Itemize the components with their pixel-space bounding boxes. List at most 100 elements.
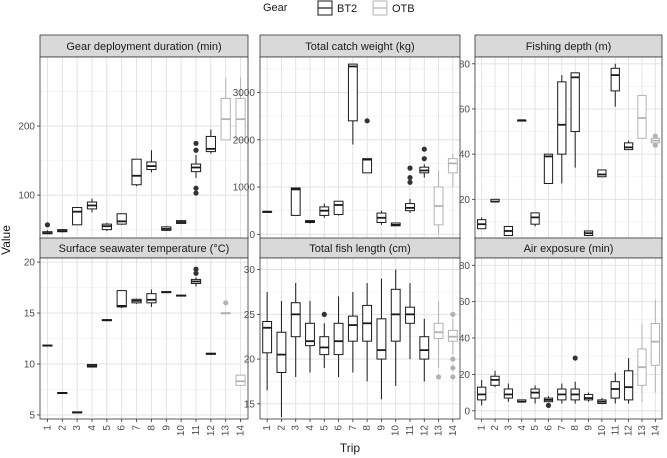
box-trip-1-bt2 bbox=[42, 222, 53, 235]
x-tick-label: 3 bbox=[291, 425, 302, 431]
panel-border bbox=[259, 257, 461, 420]
y-tick-label: 3000 bbox=[233, 88, 256, 99]
box-trip-7-bt2 bbox=[131, 158, 142, 187]
box-trip-14-otb bbox=[447, 311, 458, 380]
box-iqr bbox=[530, 212, 540, 225]
box-iqr bbox=[557, 81, 567, 155]
box-iqr bbox=[116, 290, 127, 308]
box-iqr bbox=[503, 388, 514, 399]
box-iqr bbox=[116, 213, 127, 225]
box-trip-9-bt2 bbox=[161, 291, 172, 294]
box-iqr bbox=[610, 381, 620, 399]
box-trip-2-bt2 bbox=[57, 392, 68, 395]
box-trip-9-bt2 bbox=[161, 226, 172, 232]
x-tick-label: 5 bbox=[530, 425, 541, 431]
x-tick-label: 9 bbox=[376, 425, 387, 431]
box-trip-4-bt2 bbox=[86, 198, 98, 213]
x-tick-label: 9 bbox=[161, 425, 172, 431]
legend-key-otb: OTB bbox=[372, 0, 415, 16]
box-iqr bbox=[610, 67, 620, 92]
box-trip-3-bt2 bbox=[290, 283, 301, 377]
box-iqr bbox=[235, 374, 246, 386]
x-tick-label: 10 bbox=[597, 425, 608, 437]
outlier-point bbox=[321, 311, 327, 317]
y-tick-label: 5 bbox=[29, 410, 35, 421]
box-trip-10-bt2 bbox=[597, 398, 607, 405]
outlier-point bbox=[572, 355, 578, 361]
box-iqr bbox=[637, 94, 647, 139]
outlier-point bbox=[44, 222, 51, 228]
box-trip-12-bt2 bbox=[205, 129, 216, 154]
box-iqr bbox=[290, 302, 301, 338]
x-tick-label: 10 bbox=[391, 425, 402, 437]
box-trip-12-bt2 bbox=[419, 318, 430, 382]
facet-title: Total catch weight (kg) bbox=[305, 41, 414, 53]
panel-background bbox=[260, 258, 460, 419]
panel-background bbox=[260, 57, 460, 240]
panel-total-catch-weight-kg: Total catch weight (kg)01000200030001234… bbox=[233, 34, 461, 257]
outlier-point bbox=[450, 311, 456, 317]
box-trip-4-bt2 bbox=[517, 119, 527, 122]
y-tick-label: 60 bbox=[459, 297, 471, 308]
box-iqr bbox=[362, 158, 373, 174]
x-tick-label: 1 bbox=[477, 425, 488, 431]
y-tick-label: 10 bbox=[24, 359, 36, 370]
box-trip-6-bt2 bbox=[543, 396, 554, 408]
box-iqr bbox=[419, 336, 430, 360]
box-iqr bbox=[131, 158, 142, 186]
x-tick-label: 8 bbox=[146, 425, 157, 431]
box-trip-8-bt2 bbox=[362, 283, 373, 382]
box-trip-3-bt2 bbox=[290, 187, 301, 216]
x-tick-label: 2 bbox=[57, 425, 68, 431]
box-trip-13-otb bbox=[220, 300, 231, 315]
box-trip-3-bt2 bbox=[72, 411, 83, 414]
x-tick-label: 3 bbox=[72, 425, 83, 431]
x-axis-title: Trip bbox=[340, 441, 361, 455]
box-trip-14-otb bbox=[650, 299, 660, 393]
box-trip-13-otb bbox=[637, 94, 647, 139]
box-iqr bbox=[376, 318, 387, 360]
x-tick-label: 5 bbox=[102, 425, 113, 431]
box-iqr bbox=[543, 153, 554, 185]
outlier-point bbox=[407, 174, 413, 181]
x-tick-label: 13 bbox=[434, 425, 445, 437]
facet-panels: Gear deployment duration (min)1002001234… bbox=[18, 34, 663, 437]
outlier-point bbox=[421, 146, 427, 152]
box-trip-10-bt2 bbox=[176, 294, 187, 297]
box-iqr bbox=[433, 322, 444, 339]
y-tick-label: 20 bbox=[459, 195, 471, 206]
x-tick-label: 13 bbox=[637, 425, 648, 437]
outlier-point bbox=[652, 142, 658, 148]
y-tick-label: 30 bbox=[244, 265, 256, 276]
box-iqr bbox=[623, 142, 634, 151]
box-iqr bbox=[319, 336, 330, 356]
box-trip-4-bt2 bbox=[517, 399, 527, 403]
y-tick-label: 25 bbox=[244, 310, 256, 321]
box-trip-9-bt2 bbox=[376, 210, 387, 225]
box-trip-12-bt2 bbox=[419, 146, 430, 178]
x-tick-label: 4 bbox=[87, 425, 98, 431]
panel-fishing-depth-m: Fishing depth (m)20406080123456789101112… bbox=[459, 34, 663, 257]
box-iqr bbox=[597, 169, 607, 178]
box-trip-6-bt2 bbox=[116, 213, 127, 225]
box-trip-12-bt2 bbox=[623, 140, 634, 151]
x-tick-label: 6 bbox=[334, 425, 345, 431]
x-tick-label: 12 bbox=[419, 425, 430, 437]
box-trip-11-bt2 bbox=[610, 372, 620, 404]
box-trip-13-otb bbox=[433, 300, 444, 380]
outlier-point bbox=[450, 356, 456, 362]
box-trip-1-bt2 bbox=[477, 217, 487, 230]
box-trip-9-bt2 bbox=[583, 392, 594, 402]
x-tick-label: 12 bbox=[206, 425, 217, 437]
outlier-point bbox=[193, 266, 199, 272]
box-trip-11-bt2 bbox=[405, 283, 415, 360]
legend: Gear BT2 OTB bbox=[263, 0, 415, 16]
x-tick-label: 9 bbox=[584, 425, 595, 431]
box-trip-7-bt2 bbox=[347, 63, 358, 145]
box-trip-10-bt2 bbox=[597, 169, 607, 178]
box-trip-2-bt2 bbox=[490, 198, 500, 203]
facet-title: Total fish length (cm) bbox=[309, 243, 410, 255]
box-trip-6-bt2 bbox=[543, 153, 554, 185]
box-trip-1-bt2 bbox=[262, 291, 273, 391]
y-tick-label: 1000 bbox=[233, 183, 256, 194]
